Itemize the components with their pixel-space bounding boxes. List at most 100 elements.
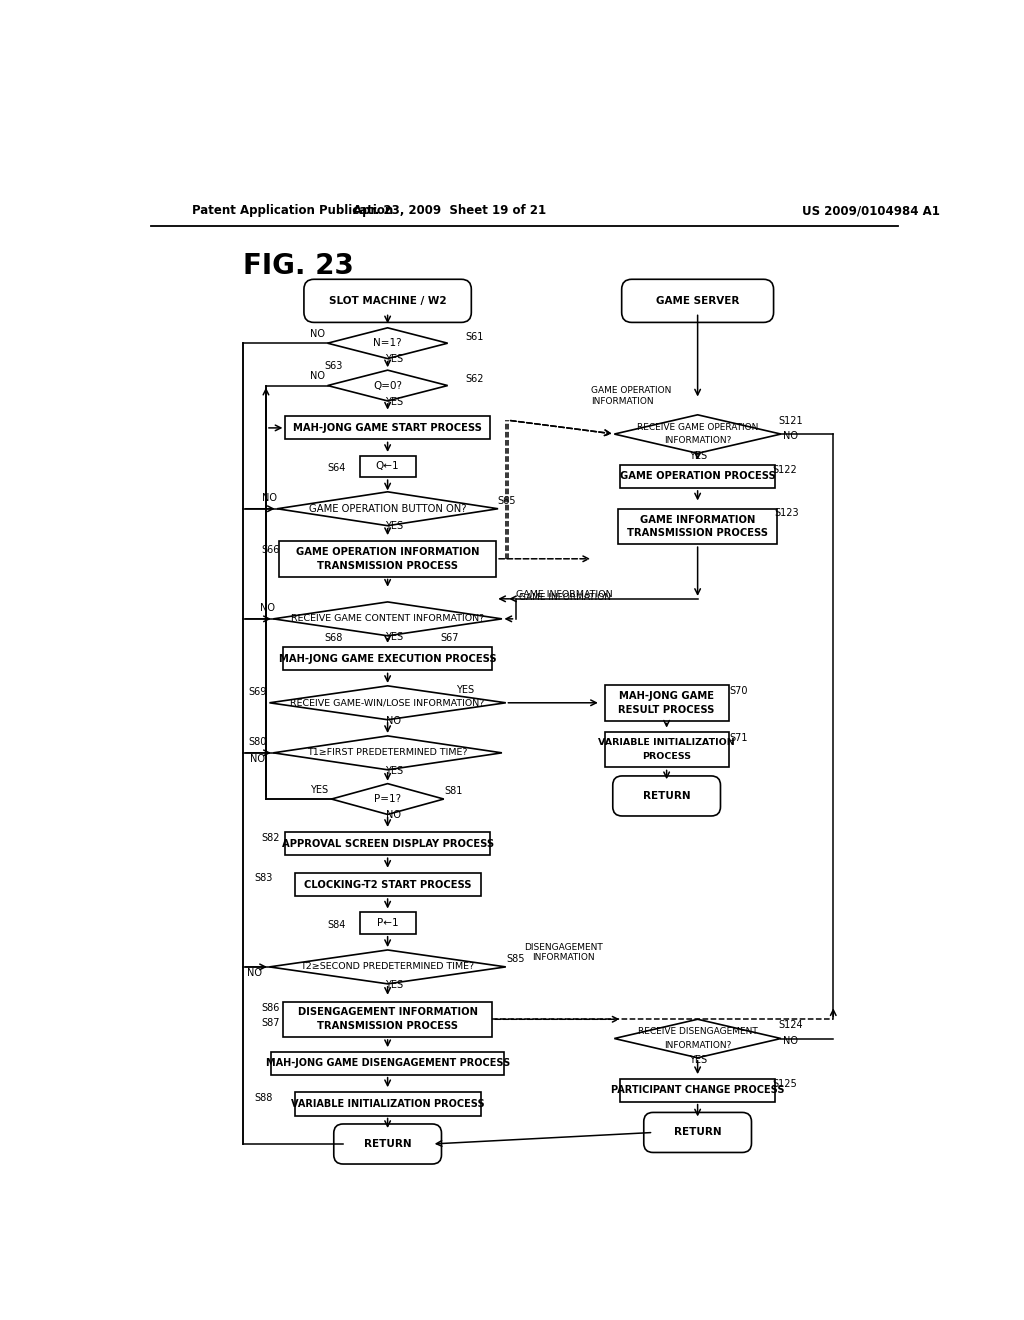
Text: NO: NO [262, 492, 278, 503]
FancyBboxPatch shape [280, 541, 496, 577]
Text: US 2009/0104984 A1: US 2009/0104984 A1 [802, 205, 940, 218]
Polygon shape [328, 370, 447, 401]
Text: INFORMATION: INFORMATION [592, 397, 654, 407]
FancyBboxPatch shape [271, 1052, 504, 1074]
FancyBboxPatch shape [604, 685, 729, 721]
Text: YES: YES [688, 450, 707, 461]
Text: S87: S87 [261, 1018, 280, 1028]
FancyBboxPatch shape [295, 1093, 480, 1115]
Text: YES: YES [310, 785, 329, 795]
FancyBboxPatch shape [618, 508, 777, 544]
Text: S85: S85 [506, 954, 524, 964]
Text: YES: YES [385, 397, 402, 407]
Text: GAME SERVER: GAME SERVER [656, 296, 739, 306]
Text: YES: YES [456, 685, 474, 696]
FancyBboxPatch shape [621, 1078, 775, 1102]
Text: S63: S63 [325, 362, 343, 371]
FancyBboxPatch shape [295, 873, 480, 896]
Text: RETURN: RETURN [643, 791, 690, 801]
Polygon shape [614, 1019, 781, 1057]
Text: N=1?: N=1? [374, 338, 402, 348]
FancyBboxPatch shape [622, 280, 773, 322]
Text: PROCESS: PROCESS [642, 752, 691, 762]
Text: S62: S62 [465, 375, 483, 384]
Text: INFORMATION?: INFORMATION? [664, 1041, 731, 1049]
Text: NO: NO [250, 754, 265, 764]
Text: NO: NO [260, 603, 275, 612]
Text: YES: YES [688, 1055, 707, 1065]
Text: RECEIVE GAME-WIN/LOSE INFORMATION?: RECEIVE GAME-WIN/LOSE INFORMATION? [291, 698, 484, 708]
Text: CLOCKING-T2 START PROCESS: CLOCKING-T2 START PROCESS [304, 879, 471, 890]
FancyBboxPatch shape [359, 912, 416, 933]
Text: RECEIVE GAME OPERATION: RECEIVE GAME OPERATION [637, 422, 759, 432]
FancyBboxPatch shape [283, 1002, 493, 1038]
Text: RECEIVE GAME CONTENT INFORMATION?: RECEIVE GAME CONTENT INFORMATION? [291, 614, 484, 623]
Text: S88: S88 [255, 1093, 273, 1102]
Text: VARIABLE INITIALIZATION: VARIABLE INITIALIZATION [598, 738, 735, 747]
Text: S81: S81 [444, 787, 463, 796]
Text: GAME OPERATION INFORMATION: GAME OPERATION INFORMATION [296, 546, 479, 557]
Text: YES: YES [385, 979, 402, 990]
Text: NO: NO [310, 329, 326, 339]
Text: MAH-JONG GAME: MAH-JONG GAME [620, 690, 714, 701]
Polygon shape [273, 602, 502, 636]
Text: TRANSMISSION PROCESS: TRANSMISSION PROCESS [317, 1022, 458, 1031]
Text: DISENGAGEMENT: DISENGAGEMENT [524, 944, 603, 952]
Text: S86: S86 [261, 1003, 280, 1012]
Text: RESULT PROCESS: RESULT PROCESS [618, 705, 715, 714]
Text: GAME INFORMATION: GAME INFORMATION [640, 515, 756, 524]
Text: S67: S67 [440, 634, 459, 643]
Text: P←1: P←1 [377, 917, 398, 928]
Text: FIG. 23: FIG. 23 [243, 252, 353, 280]
Text: S122: S122 [772, 465, 797, 475]
Text: SLOT MACHINE / W2: SLOT MACHINE / W2 [329, 296, 446, 306]
Text: YES: YES [385, 766, 402, 776]
Text: T1≥FIRST PREDETERMINED TIME?: T1≥FIRST PREDETERMINED TIME? [307, 748, 468, 758]
FancyBboxPatch shape [334, 1125, 441, 1164]
Text: YES: YES [385, 354, 402, 364]
Text: S123: S123 [774, 508, 799, 519]
Text: YES: YES [385, 631, 402, 642]
Text: PARTICIPANT CHANGE PROCESS: PARTICIPANT CHANGE PROCESS [611, 1085, 784, 1096]
FancyBboxPatch shape [304, 280, 471, 322]
Text: MAH-JONG GAME EXECUTION PROCESS: MAH-JONG GAME EXECUTION PROCESS [279, 653, 497, 664]
Text: NO: NO [783, 1036, 798, 1045]
Text: T2≥SECOND PREDETERMINED TIME?: T2≥SECOND PREDETERMINED TIME? [301, 962, 475, 972]
Polygon shape [269, 686, 506, 719]
Text: S70: S70 [729, 686, 748, 696]
Text: MAH-JONG GAME DISENGAGEMENT PROCESS: MAH-JONG GAME DISENGAGEMENT PROCESS [265, 1059, 510, 1068]
Text: S125: S125 [772, 1078, 797, 1089]
Text: S83: S83 [255, 874, 273, 883]
Text: S121: S121 [778, 416, 803, 426]
Text: Apr. 23, 2009  Sheet 19 of 21: Apr. 23, 2009 Sheet 19 of 21 [353, 205, 546, 218]
Text: GAME OPERATION BUTTON ON?: GAME OPERATION BUTTON ON? [309, 504, 466, 513]
Text: S80: S80 [248, 737, 266, 747]
Polygon shape [332, 784, 443, 814]
Text: INFORMATION: INFORMATION [532, 953, 595, 962]
Text: GAME INFORMATION: GAME INFORMATION [515, 590, 612, 599]
FancyBboxPatch shape [283, 647, 493, 671]
Text: NO: NO [386, 810, 401, 820]
Text: MAH-JONG GAME START PROCESS: MAH-JONG GAME START PROCESS [293, 422, 482, 433]
Text: DISENGAGEMENT INFORMATION: DISENGAGEMENT INFORMATION [298, 1007, 477, 1018]
FancyBboxPatch shape [612, 776, 721, 816]
Text: S71: S71 [729, 733, 748, 743]
Text: S68: S68 [325, 634, 343, 643]
Text: S69: S69 [248, 686, 266, 697]
Text: S65: S65 [498, 496, 516, 506]
Text: RECEIVE DISENGAGEMENT: RECEIVE DISENGAGEMENT [638, 1027, 758, 1036]
Text: S124: S124 [778, 1020, 803, 1031]
Text: RETURN: RETURN [674, 1127, 722, 1138]
Text: S84: S84 [328, 920, 346, 929]
Polygon shape [269, 950, 506, 983]
Text: RETURN: RETURN [364, 1139, 412, 1148]
Text: Patent Application Publication: Patent Application Publication [191, 205, 393, 218]
Text: APPROVAL SCREEN DISPLAY PROCESS: APPROVAL SCREEN DISPLAY PROCESS [282, 838, 494, 849]
FancyBboxPatch shape [285, 416, 490, 440]
FancyBboxPatch shape [644, 1113, 752, 1152]
FancyBboxPatch shape [621, 465, 775, 488]
Text: VARIABLE INITIALIZATION PROCESS: VARIABLE INITIALIZATION PROCESS [291, 1100, 484, 1109]
Text: NO: NO [247, 968, 262, 978]
Text: P=1?: P=1? [374, 795, 401, 804]
Text: S66: S66 [261, 545, 280, 556]
